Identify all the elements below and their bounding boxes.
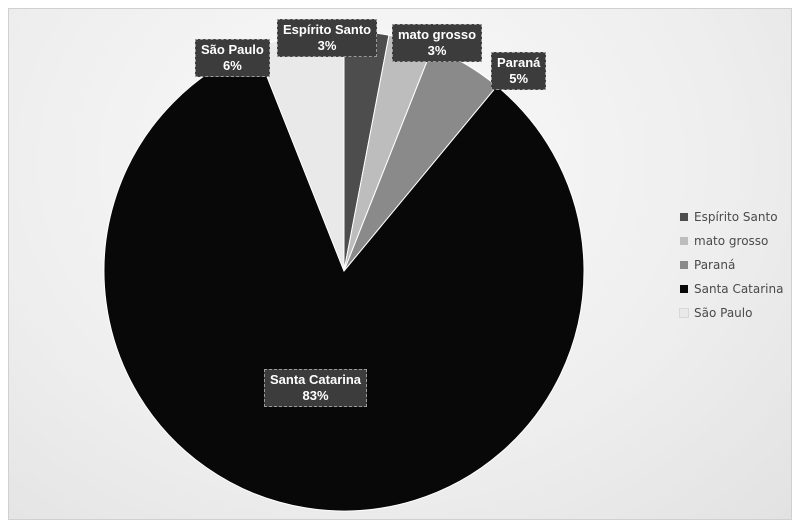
legend-label: Espírito Santo	[694, 210, 778, 224]
legend-label: Paraná	[694, 258, 736, 272]
legend-swatch	[680, 237, 688, 245]
data-label-category: São Paulo	[201, 42, 264, 57]
legend-swatch	[680, 213, 688, 221]
chart-area: Espírito Santo 3% mato grosso 3% Paraná 5% San…	[8, 8, 792, 520]
legend-item-mato-grosso: mato grosso	[680, 230, 783, 252]
data-label-value: 6%	[223, 58, 242, 73]
data-label-espirito-santo: Espírito Santo 3%	[277, 19, 378, 57]
legend-item-sao-paulo: São Paulo	[679, 302, 783, 324]
data-label-category: Paraná	[497, 55, 541, 70]
legend-label: São Paulo	[694, 306, 753, 320]
legend-item-parana: Paraná	[680, 254, 783, 276]
legend-swatch	[680, 261, 688, 269]
legend-label: mato grosso	[694, 234, 769, 248]
legend-swatch	[680, 285, 688, 293]
legend-item-espirito-santo: Espírito Santo	[680, 206, 783, 228]
data-label-value: 83%	[302, 388, 329, 403]
legend-item-santa-catarina: Santa Catarina	[680, 278, 783, 300]
legend: Espírito Santo mato grosso Paraná Santa Cat…	[679, 206, 783, 326]
data-label-sao-paulo: São Paulo 6%	[195, 39, 270, 77]
legend-label: Santa Catarina	[694, 282, 784, 296]
data-label-category: Espírito Santo	[283, 22, 372, 37]
data-label-category: mato grosso	[398, 27, 477, 42]
pie-chart	[103, 30, 585, 512]
legend-swatch	[679, 308, 689, 318]
data-label-mato-grosso: mato grosso 3%	[392, 24, 483, 62]
data-label-value: 3%	[317, 38, 337, 53]
data-label-value: 3%	[427, 43, 447, 58]
pie-slice-santa-catarina	[103, 47, 585, 512]
data-label-santa-catarina: Santa Catarina 83%	[264, 369, 368, 407]
data-label-parana: Paraná 5%	[491, 52, 547, 90]
data-label-category: Santa Catarina	[270, 372, 362, 387]
data-label-value: 5%	[509, 71, 529, 86]
